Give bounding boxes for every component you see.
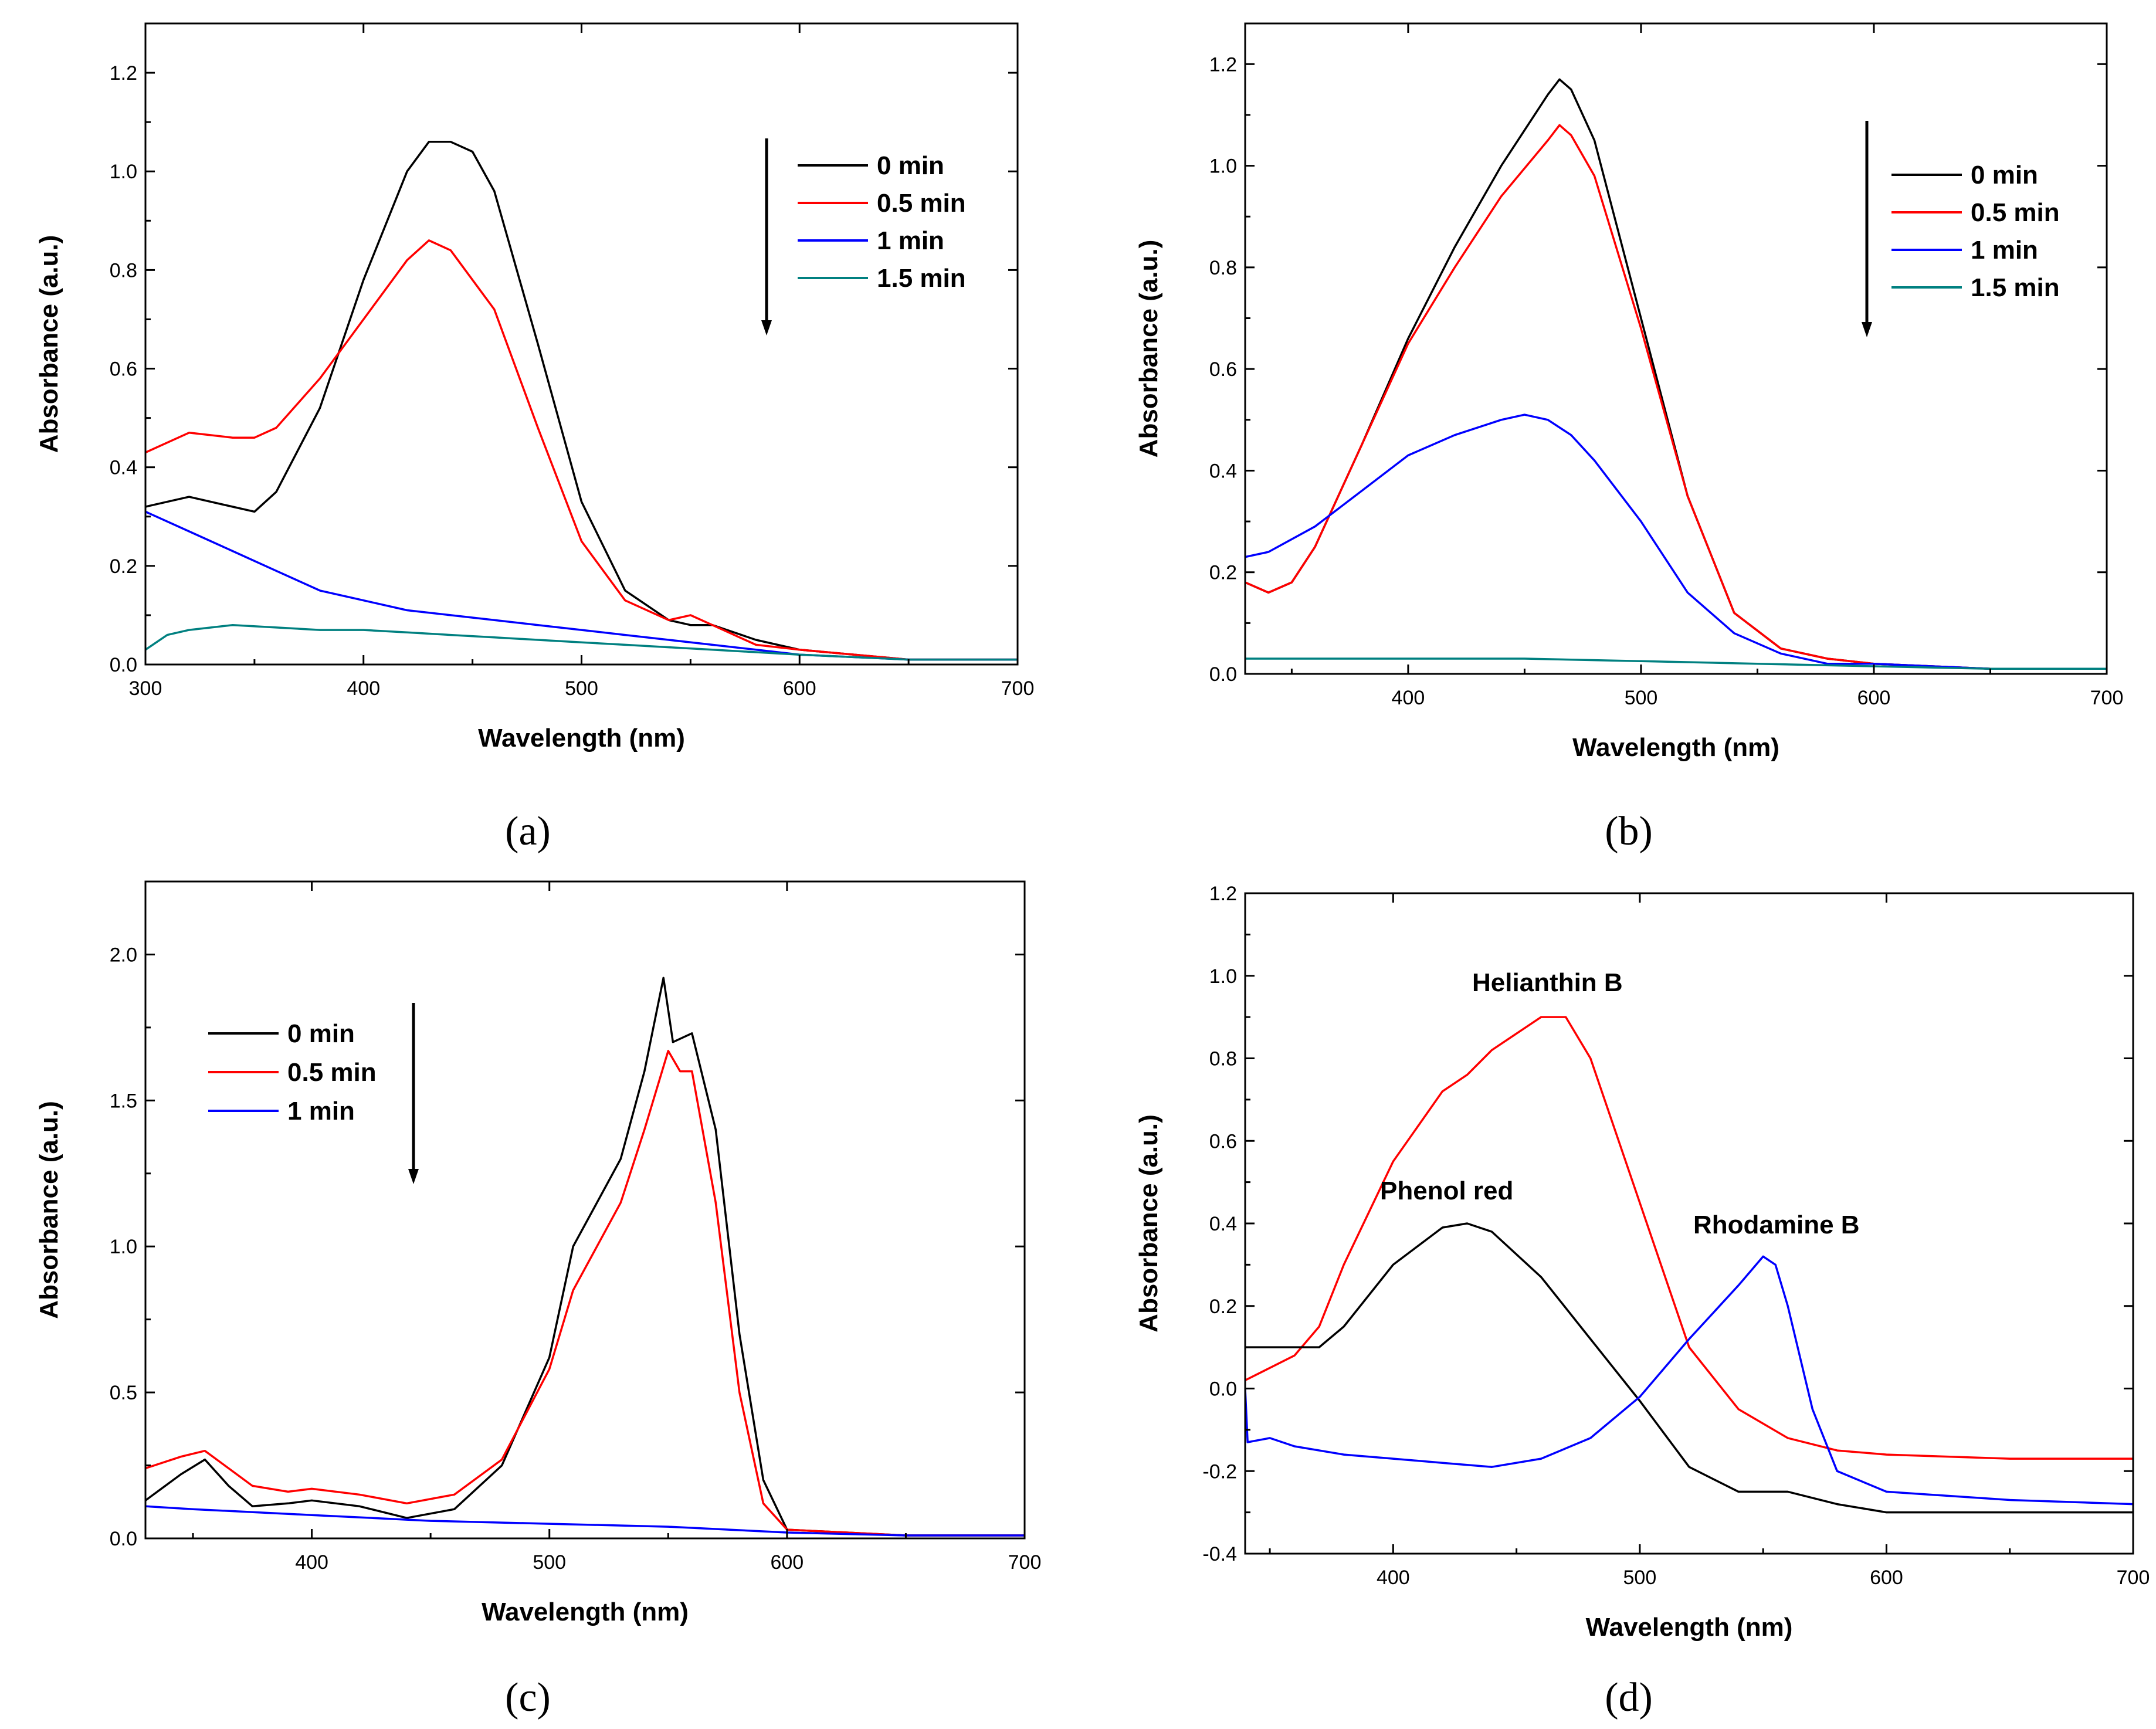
legend-label: 0 min	[287, 1019, 355, 1048]
legend-label: 0.5 min	[877, 189, 966, 218]
y-tick-label: 0.0	[110, 1528, 137, 1550]
y-tick-label: 1.2	[110, 62, 137, 84]
y-tick-label: 1.5	[110, 1090, 137, 1112]
x-tick-label: 500	[1623, 1567, 1657, 1589]
y-tick-label: -0.4	[1202, 1543, 1237, 1565]
x-tick-label: 600	[770, 1551, 804, 1574]
y-tick-label: 0.2	[1209, 562, 1237, 584]
series-line-4	[145, 623, 1018, 661]
y-tick-label: 0.0	[110, 654, 137, 676]
series-line-3	[1245, 1255, 2133, 1506]
y-tick-label: 1.2	[1209, 883, 1237, 905]
x-axis-label: Wavelength (nm)	[482, 1598, 689, 1626]
chart-panel-a: 300 400 500 600 700 0.0 0.2 0.4 0.6 0.8 1.0 1.2 Wave…	[35, 22, 1035, 854]
y-tick-label: 1.0	[110, 161, 137, 183]
plot-frame	[144, 880, 1026, 1540]
trend-arrow-head	[761, 320, 772, 335]
y-axis-label: Absorbance (a.u.)	[35, 1101, 63, 1319]
x-tick-label: 500	[533, 1551, 566, 1574]
y-tick-label: 0.5	[110, 1382, 137, 1404]
y-tick-label: 1.0	[110, 1236, 137, 1258]
x-tick-label: 400	[1377, 1567, 1410, 1589]
series-line-3	[1245, 413, 2107, 670]
x-tick-label: 700	[2090, 687, 2124, 709]
series-line-3	[145, 510, 1018, 661]
chart-panel-d: 400 500 600 700 -0.4 -0.2 0.0 0.2 0.4 0.6 0.8 1.0 1.…	[1134, 883, 2150, 1720]
y-axis-label: Absorbance (a.u.)	[1134, 240, 1163, 458]
panel-label: (c)	[505, 1675, 551, 1720]
legend-label: 1 min	[287, 1097, 355, 1125]
series-line-1	[145, 977, 1025, 1537]
plot-frame	[144, 22, 1019, 666]
y-tick-label: 1.2	[1209, 53, 1237, 76]
legend-label: 0 min	[1971, 161, 2038, 189]
series-line-2	[145, 1049, 1025, 1537]
y-tick-label: 0.4	[110, 457, 137, 479]
x-axis-label: Wavelength (nm)	[1572, 733, 1779, 762]
y-tick-label: -0.2	[1202, 1460, 1237, 1483]
series-line-1	[1245, 1016, 2133, 1460]
y-tick-label: 1.0	[1209, 155, 1237, 178]
y-tick-label: 0.8	[110, 259, 137, 282]
y-axis-label: Absorbance (a.u.)	[1134, 1114, 1163, 1333]
series-line-1	[145, 141, 1018, 661]
series-line-2	[145, 239, 1018, 661]
x-tick-label: 500	[1625, 687, 1658, 709]
legend-label: 1 min	[877, 226, 944, 255]
y-axis-label: Absorbance (a.u.)	[35, 235, 63, 453]
trend-arrow-head	[408, 1169, 419, 1184]
x-tick-label: 700	[1008, 1551, 1042, 1574]
x-tick-label: 600	[783, 677, 816, 700]
x-tick-label: 500	[565, 677, 598, 700]
legend-label: 1.5 min	[1971, 273, 2060, 302]
legend-label: 0.5 min	[1971, 198, 2060, 227]
legend-label: 0.5 min	[287, 1058, 377, 1087]
y-tick-label: 0.2	[1209, 1296, 1237, 1318]
curve-annotation: Rhodamine B	[1693, 1211, 1860, 1239]
chart-panel-b: 400 500 600 700 0.0 0.2 0.4 0.6 0.8 1.0 1.2 Wavelen…	[1134, 22, 2124, 854]
x-tick-label: 400	[1392, 687, 1425, 709]
y-tick-label: 0.2	[110, 555, 137, 578]
x-tick-label: 700	[2117, 1567, 2150, 1589]
y-tick-label: 0.8	[1209, 1048, 1237, 1070]
y-tick-label: 0.4	[1209, 1213, 1237, 1235]
y-tick-label: 0.8	[1209, 257, 1237, 279]
panel-label: (a)	[505, 809, 551, 854]
y-tick-label: 2.0	[110, 944, 137, 966]
series-line-2	[1245, 124, 2107, 670]
x-tick-label: 400	[295, 1551, 328, 1574]
y-tick-label: 0.4	[1209, 460, 1237, 482]
x-axis-label: Wavelength (nm)	[478, 724, 685, 752]
y-tick-label: 0.6	[110, 358, 137, 381]
x-axis-label: Wavelength (nm)	[1586, 1613, 1793, 1642]
legend-label: 1 min	[1971, 236, 2038, 265]
chart-panel-c: 400 500 600 700 0.0 0.5 1.0 1.5 2.0 Wavelength (n…	[35, 880, 1042, 1720]
series-line-3	[145, 1505, 1025, 1537]
x-tick-label: 600	[1857, 687, 1891, 709]
y-tick-label: 0.0	[1209, 663, 1237, 686]
legend-label: 1.5 min	[877, 264, 966, 293]
x-tick-label: 400	[347, 677, 380, 700]
panel-label: (b)	[1605, 809, 1653, 854]
series-line-4	[1245, 657, 2107, 670]
x-tick-label: 600	[1870, 1567, 1903, 1589]
series-line-2	[1245, 1222, 2133, 1514]
trend-arrow-head	[1862, 322, 1872, 337]
y-tick-label: 1.0	[1209, 965, 1237, 988]
legend-label: 0 min	[877, 151, 944, 180]
curve-annotation: Phenol red	[1380, 1177, 1513, 1205]
y-tick-label: 0.0	[1209, 1378, 1237, 1401]
y-tick-label: 0.6	[1209, 1130, 1237, 1152]
x-tick-label: 300	[129, 677, 162, 700]
y-tick-label: 0.6	[1209, 358, 1237, 381]
x-tick-label: 700	[1001, 677, 1035, 700]
plot-frame	[1244, 892, 2134, 1555]
panel-label: (d)	[1605, 1675, 1653, 1720]
plot-frame	[1244, 22, 2108, 675]
curve-annotation: Helianthin B	[1472, 968, 1623, 997]
